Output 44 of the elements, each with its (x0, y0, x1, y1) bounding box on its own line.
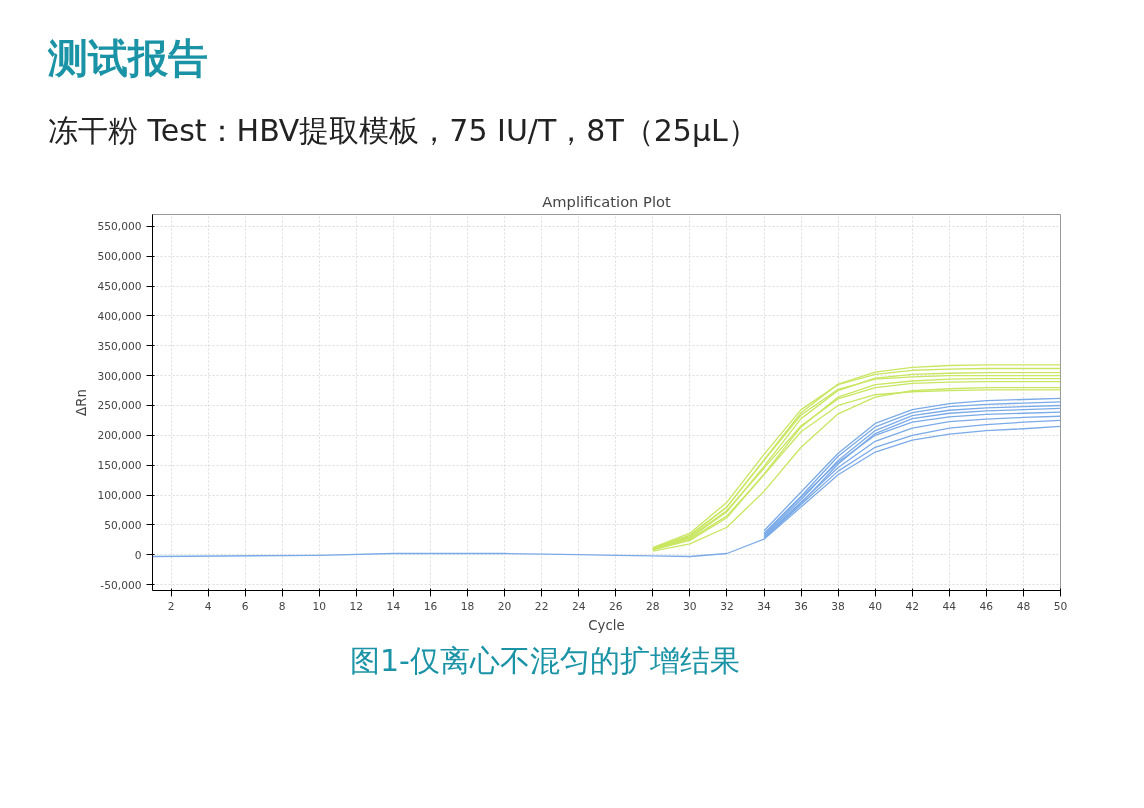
x-tick-label: 4 (204, 599, 212, 613)
chart-title: 测试报告 (48, 34, 208, 83)
y-tick-label: 400,000 (97, 309, 142, 323)
x-tick-label: 34 (757, 599, 772, 613)
x-axis-title: Cycle (588, 617, 625, 633)
x-tick-label: 46 (979, 599, 994, 613)
x-tick-label: 40 (868, 599, 883, 613)
x-tick-label: 32 (720, 599, 734, 613)
x-tick-label: 12 (349, 599, 364, 613)
y-tick-label: -50,000 (100, 578, 142, 592)
y-axis-title: ΔRn (74, 389, 90, 416)
y-tick-label: 0 (134, 548, 142, 562)
x-tick-label: 8 (278, 599, 286, 613)
x-tick-label: 50 (1053, 599, 1068, 613)
y-tick-label: 450,000 (97, 280, 142, 294)
x-tick-label: 38 (831, 599, 846, 613)
text: Amplification Plot (542, 192, 671, 210)
y-tick-label: 100,000 (97, 489, 142, 503)
x-tick-label: 18 (460, 599, 475, 613)
x-tick-label: 20 (497, 599, 512, 613)
y-tick-label: 550,000 (97, 220, 142, 234)
x-tick-label: 2 (167, 599, 175, 613)
y-tick-label: 150,000 (97, 459, 142, 473)
x-tick-label: 48 (1016, 599, 1031, 613)
x-tick-label: 26 (608, 599, 623, 613)
y-tick-label: 350,000 (97, 339, 142, 353)
chart-subtitle: 冻干粉 Test：HBV提取模板，75 IU/T，8T（25μL） (48, 112, 758, 150)
x-tick-label: 36 (794, 599, 809, 613)
x-tick-label: 30 (683, 599, 697, 613)
caption: 图1-仅离心不混匀的扩增结果 (350, 642, 740, 680)
x-tick-label: 24 (571, 599, 586, 613)
x-tick-label: 6 (241, 599, 249, 613)
y-tick-label: 500,000 (97, 250, 142, 264)
y-tick-label: 250,000 (97, 399, 142, 413)
x-tick-label: 10 (312, 599, 327, 613)
y-tick-label: 200,000 (97, 429, 142, 443)
x-tick-label: 22 (534, 599, 549, 613)
y-tick-label: 50,000 (104, 518, 142, 532)
x-tick-label: 16 (423, 599, 438, 613)
x-tick-label: 42 (905, 599, 920, 613)
y-tick-label: 300,000 (97, 369, 142, 383)
x-tick-label: 44 (942, 599, 957, 613)
x-tick-label: 14 (386, 599, 401, 613)
x-tick-label: 28 (646, 599, 660, 613)
